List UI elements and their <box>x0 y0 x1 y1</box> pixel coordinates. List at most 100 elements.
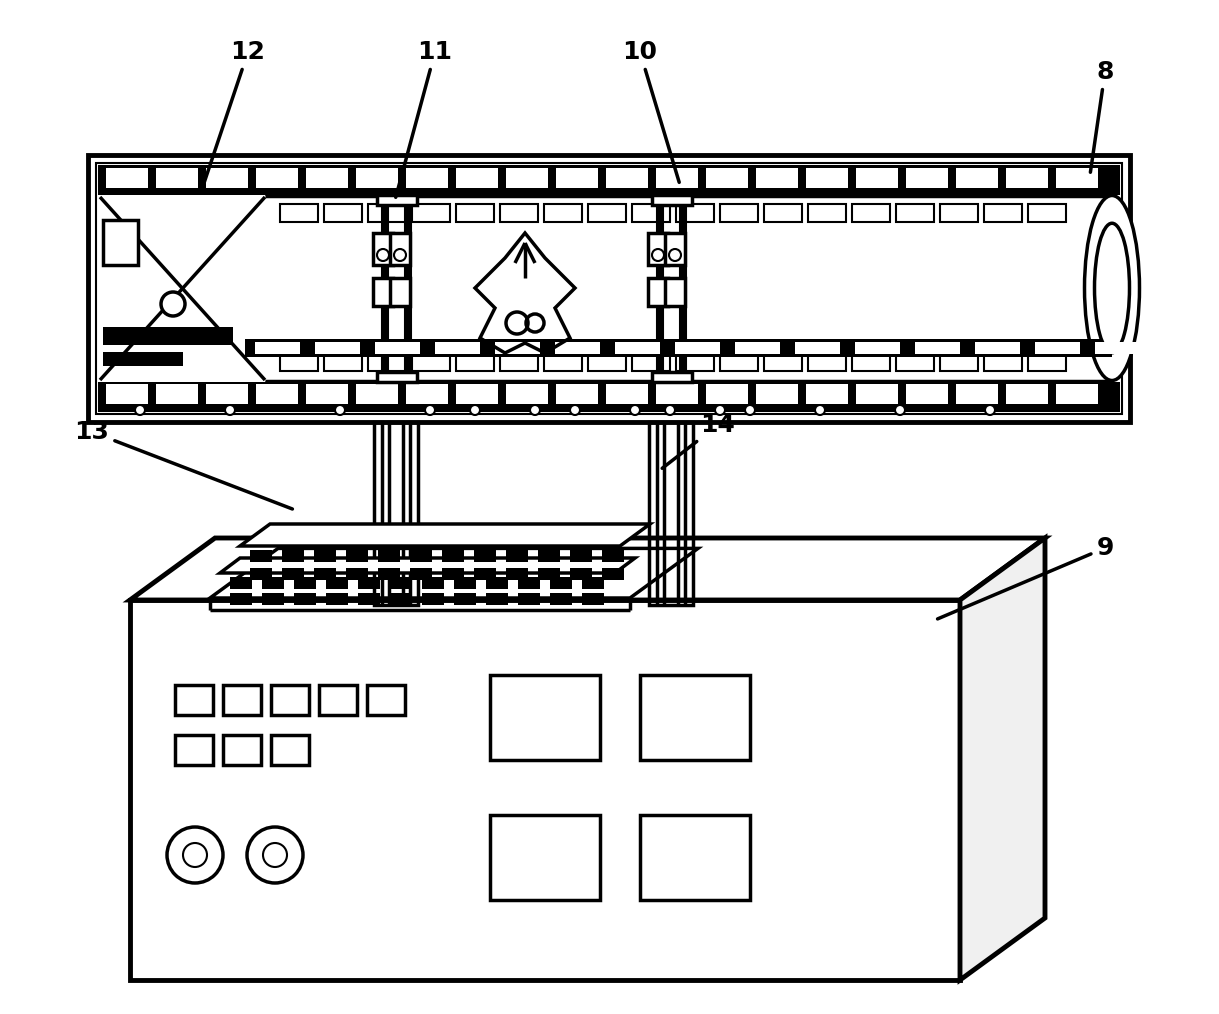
Bar <box>358 577 380 589</box>
Bar <box>1095 342 1140 354</box>
Bar <box>406 168 449 188</box>
Bar <box>602 550 624 562</box>
Bar <box>206 384 247 404</box>
Bar <box>956 384 998 404</box>
Bar <box>102 327 233 345</box>
Ellipse shape <box>530 405 540 415</box>
Bar <box>390 577 412 589</box>
Bar <box>356 168 397 188</box>
Bar <box>176 685 213 715</box>
Bar <box>495 342 540 354</box>
Bar <box>896 204 934 222</box>
Bar <box>422 577 444 589</box>
Text: 14: 14 <box>662 413 735 468</box>
Bar <box>325 577 347 589</box>
Bar <box>306 168 347 188</box>
Bar <box>649 278 668 306</box>
Bar <box>649 233 668 265</box>
Bar <box>506 384 549 404</box>
Bar <box>588 353 627 371</box>
Bar <box>294 593 316 605</box>
Bar <box>631 204 670 222</box>
Bar <box>96 163 1121 414</box>
Circle shape <box>247 827 304 883</box>
Bar <box>250 550 272 562</box>
Bar <box>640 815 750 900</box>
Bar <box>256 384 297 404</box>
Bar <box>856 384 898 404</box>
Text: 10: 10 <box>623 40 679 183</box>
Bar <box>856 168 898 188</box>
Bar <box>806 384 848 404</box>
Ellipse shape <box>226 405 235 415</box>
Bar <box>956 168 998 188</box>
Bar <box>456 204 494 222</box>
Bar <box>706 384 748 404</box>
Bar <box>176 735 213 765</box>
Bar <box>570 568 592 580</box>
Bar <box>486 577 508 589</box>
Bar <box>250 568 272 580</box>
Bar <box>490 675 600 760</box>
Bar <box>940 204 978 222</box>
Bar <box>640 675 750 760</box>
Bar <box>1006 384 1048 404</box>
Bar <box>896 353 934 371</box>
Bar <box>808 204 846 222</box>
Bar <box>538 568 560 580</box>
Bar <box>706 168 748 188</box>
Bar <box>677 204 714 222</box>
Bar <box>657 195 663 382</box>
Circle shape <box>394 249 406 261</box>
Bar <box>223 685 261 715</box>
Bar <box>652 195 692 205</box>
Ellipse shape <box>895 405 904 415</box>
Bar <box>720 204 758 222</box>
Bar <box>442 550 464 562</box>
Ellipse shape <box>745 405 755 415</box>
Bar <box>556 168 599 188</box>
Bar <box>500 353 538 371</box>
Bar <box>106 168 147 188</box>
Bar <box>106 384 147 404</box>
Bar <box>346 568 368 580</box>
Bar <box>102 220 138 265</box>
Bar <box>271 735 308 765</box>
Bar <box>245 339 1112 357</box>
Bar <box>474 568 496 580</box>
Ellipse shape <box>1085 196 1140 380</box>
Bar <box>1006 168 1048 188</box>
Bar <box>377 195 417 205</box>
Bar <box>377 372 417 382</box>
Bar <box>500 204 538 222</box>
Bar <box>581 593 603 605</box>
Bar <box>442 568 464 580</box>
Bar <box>808 353 846 371</box>
Ellipse shape <box>985 405 995 415</box>
Bar <box>390 233 410 265</box>
Text: 8: 8 <box>1091 60 1114 172</box>
Bar <box>518 593 540 605</box>
Bar <box>271 685 308 715</box>
Bar <box>506 568 528 580</box>
Bar <box>262 593 284 605</box>
Bar <box>315 342 360 354</box>
Bar <box>367 685 405 715</box>
Bar <box>1056 168 1098 188</box>
Bar <box>666 278 685 306</box>
Bar <box>1028 204 1065 222</box>
Bar <box>156 168 197 188</box>
Bar <box>230 593 252 605</box>
Bar <box>550 593 572 605</box>
Bar <box>223 735 261 765</box>
Bar <box>652 372 692 382</box>
Circle shape <box>263 843 286 867</box>
Ellipse shape <box>570 405 580 415</box>
Bar <box>98 165 1120 195</box>
Bar <box>602 568 624 580</box>
Bar <box>1028 353 1065 371</box>
Polygon shape <box>961 538 1045 980</box>
Bar <box>544 204 581 222</box>
Bar <box>324 204 362 222</box>
Bar <box>325 593 347 605</box>
